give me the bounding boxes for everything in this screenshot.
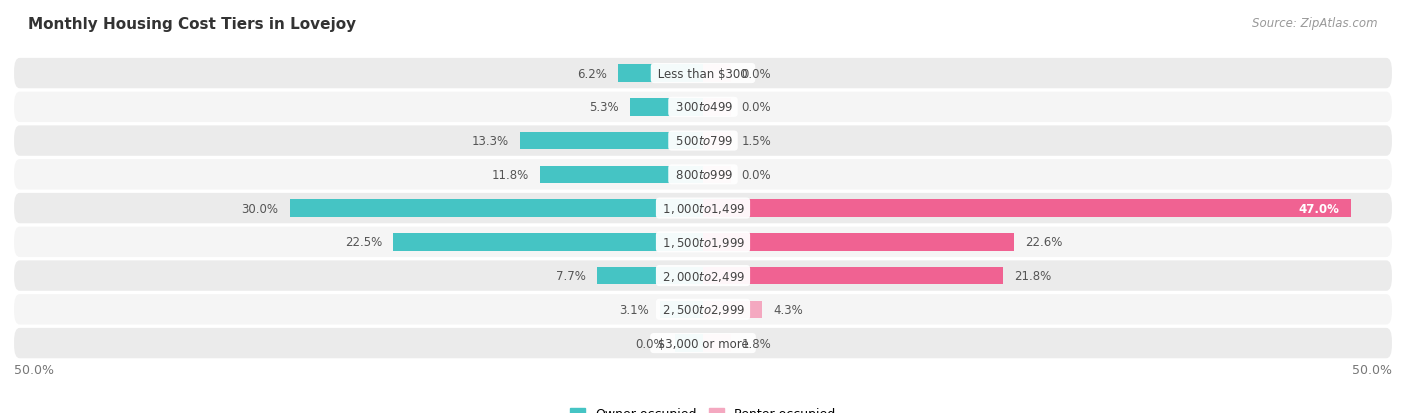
Text: 22.6%: 22.6% xyxy=(1025,236,1063,249)
Text: $800 to $999: $800 to $999 xyxy=(672,169,734,181)
Bar xyxy=(630,99,703,116)
FancyBboxPatch shape xyxy=(14,227,1392,257)
Bar xyxy=(703,133,731,150)
FancyBboxPatch shape xyxy=(14,59,1392,89)
Text: $2,500 to $2,999: $2,500 to $2,999 xyxy=(659,303,747,316)
Text: Less than $300: Less than $300 xyxy=(654,67,752,81)
Text: 21.8%: 21.8% xyxy=(1014,269,1052,282)
Bar xyxy=(661,301,703,318)
Text: 4.3%: 4.3% xyxy=(773,303,803,316)
Legend: Owner-occupied, Renter-occupied: Owner-occupied, Renter-occupied xyxy=(565,402,841,413)
Bar xyxy=(703,65,731,83)
Text: $1,000 to $1,499: $1,000 to $1,499 xyxy=(659,202,747,216)
Text: Monthly Housing Cost Tiers in Lovejoy: Monthly Housing Cost Tiers in Lovejoy xyxy=(28,17,356,31)
Text: 7.7%: 7.7% xyxy=(555,269,586,282)
FancyBboxPatch shape xyxy=(14,328,1392,358)
Text: 0.0%: 0.0% xyxy=(741,67,772,81)
Bar xyxy=(598,267,703,285)
Text: 50.0%: 50.0% xyxy=(14,363,53,376)
Text: $2,000 to $2,499: $2,000 to $2,499 xyxy=(659,269,747,283)
Bar xyxy=(703,99,731,116)
Text: 0.0%: 0.0% xyxy=(634,337,665,350)
FancyBboxPatch shape xyxy=(14,193,1392,224)
Text: 5.3%: 5.3% xyxy=(589,101,619,114)
Bar xyxy=(703,166,731,184)
Text: Source: ZipAtlas.com: Source: ZipAtlas.com xyxy=(1253,17,1378,29)
Bar xyxy=(703,200,1351,217)
Text: 1.8%: 1.8% xyxy=(741,337,772,350)
FancyBboxPatch shape xyxy=(14,294,1392,325)
FancyBboxPatch shape xyxy=(14,93,1392,123)
Text: 11.8%: 11.8% xyxy=(492,169,530,181)
Bar xyxy=(392,233,703,251)
Text: 6.2%: 6.2% xyxy=(576,67,606,81)
Text: 13.3%: 13.3% xyxy=(471,135,509,148)
Bar xyxy=(703,267,1004,285)
Bar xyxy=(290,200,703,217)
Bar xyxy=(703,335,731,352)
FancyBboxPatch shape xyxy=(14,126,1392,157)
Text: 1.5%: 1.5% xyxy=(741,135,772,148)
Bar xyxy=(617,65,703,83)
Text: 22.5%: 22.5% xyxy=(344,236,382,249)
FancyBboxPatch shape xyxy=(14,261,1392,291)
Bar xyxy=(703,301,762,318)
Text: 47.0%: 47.0% xyxy=(1299,202,1340,215)
Text: $3,000 or more: $3,000 or more xyxy=(654,337,752,350)
Text: $500 to $799: $500 to $799 xyxy=(672,135,734,148)
FancyBboxPatch shape xyxy=(14,160,1392,190)
Text: $300 to $499: $300 to $499 xyxy=(672,101,734,114)
Text: 0.0%: 0.0% xyxy=(741,101,772,114)
Text: 0.0%: 0.0% xyxy=(741,169,772,181)
Bar xyxy=(703,233,1014,251)
Text: $1,500 to $1,999: $1,500 to $1,999 xyxy=(659,235,747,249)
Bar xyxy=(675,335,703,352)
Bar xyxy=(520,133,703,150)
Text: 3.1%: 3.1% xyxy=(620,303,650,316)
Text: 30.0%: 30.0% xyxy=(242,202,278,215)
Bar xyxy=(540,166,703,184)
Text: 50.0%: 50.0% xyxy=(1353,363,1392,376)
